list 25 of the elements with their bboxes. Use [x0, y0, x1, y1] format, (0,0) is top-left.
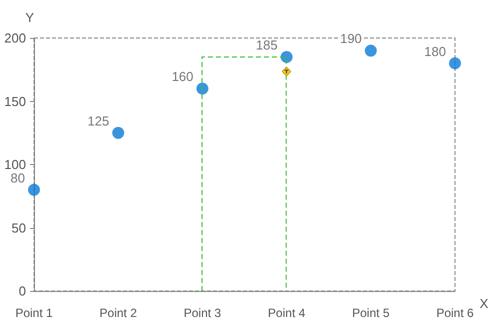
point: [364, 44, 377, 57]
y-axis-title: Y: [25, 10, 34, 25]
data-label: 180: [424, 44, 446, 59]
data-label: 80: [10, 170, 25, 186]
data-label: 190: [340, 31, 362, 46]
x-tick-label: Point 1: [15, 306, 54, 320]
y-tick-label: 150: [4, 94, 26, 109]
point: [449, 57, 461, 70]
x-axis-title: X: [480, 296, 489, 311]
x-tick-label: Point 4: [268, 306, 306, 320]
data-label: 160: [172, 69, 194, 84]
point: [28, 184, 40, 196]
data-label: 185: [256, 37, 278, 52]
point: [112, 126, 124, 139]
point: [280, 50, 293, 63]
y-tick-label: 200: [4, 30, 26, 46]
x-tick-label: Point 6: [436, 306, 474, 320]
x-tick-label: Point 5: [352, 306, 390, 320]
y-tick-label: 0: [18, 284, 26, 298]
y-tick-label: 50: [12, 220, 26, 236]
y-tick-label: 100: [4, 157, 26, 172]
x-tick-label: Point 2: [100, 306, 138, 320]
point: [196, 82, 208, 95]
x-tick-label: Point 3: [184, 306, 222, 320]
data-label: 125: [87, 113, 110, 128]
